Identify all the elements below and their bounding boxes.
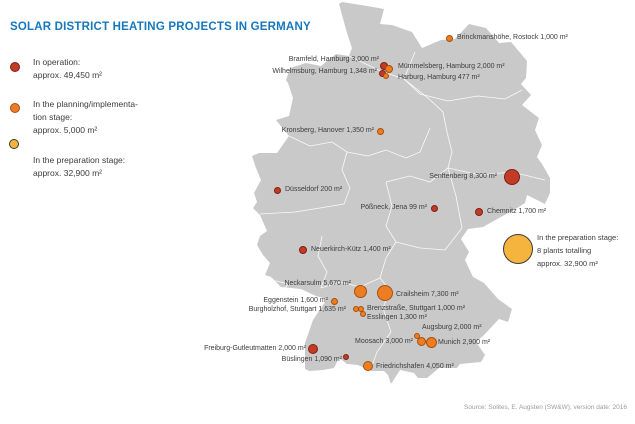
germany-outline [252, 2, 550, 384]
legend-line: In the preparation stage: [33, 155, 126, 165]
map-label-eggenstein: Eggenstein 1,600 m² [263, 297, 328, 304]
map-label-chemnitz: Chemnitz 1,700 m² [487, 208, 547, 215]
map-dot-kronsberg-hanover [376, 127, 384, 135]
map-dot-brinckmanshoehe-rostock [445, 34, 453, 42]
map-label-duesseldorf: Düsseldorf 200 m² [285, 186, 343, 193]
map-label-friedrichshafen: Friedrichshafen 4,050 m² [376, 363, 454, 370]
map-dot-moosach [416, 336, 426, 346]
map-label-moosach: Moosach 3,000 m² [355, 338, 413, 345]
legend-dot-preparation-icon [9, 139, 19, 149]
legend-line: approx. 49,450 m² [33, 70, 102, 80]
map-label-freiburg-gutleutmatten: Freiburg-Gutleutmatten 2,000 m² [204, 345, 306, 352]
legend-line: In operation: [33, 57, 81, 67]
map-label-munich: Munich 2,900 m² [438, 339, 491, 346]
page-title: SOLAR DISTRICT HEATING PROJECTS IN GERMA… [10, 21, 311, 33]
map-dot-neuerkirch-kuetz [299, 246, 307, 254]
map-dot-eggenstein [330, 297, 338, 305]
map-dot-muemmelsberg-hamburg [385, 65, 393, 73]
map-label-neckarsulm: Neckarsulm 5,670 m² [284, 280, 351, 287]
map-dot-freiburg-gutleutmatten [308, 344, 318, 354]
map-dot-duesseldorf [273, 186, 281, 194]
source-credit: Source: Solites, E. Augsten (SW&W); vers… [464, 404, 627, 411]
map-dot-senftenberg [504, 169, 520, 185]
map-dot-buesingen [343, 354, 349, 360]
map-label-neuerkirch-kuetz: Neuerkirch-Kütz 1,400 m² [311, 246, 391, 253]
map-dot-esslingen [360, 311, 366, 317]
map-dot-harburg-hamburg [383, 73, 389, 79]
map-label-brinckmanshoehe-rostock: Brinckmanshöhe, Rostock 1,000 m² [457, 34, 568, 41]
legend-dot-planning-icon [10, 103, 20, 113]
preparation-summary-text: In the preparation stage: 8 plants total… [537, 231, 618, 270]
legend-line: In the planning/implementa- [33, 99, 138, 109]
legend-line: tion stage: [33, 112, 73, 122]
map-label-crailsheim: Crailsheim 7,300 m² [396, 291, 459, 298]
map-label-poessneck-jena: Pößneck, Jena 99 m² [360, 204, 427, 211]
map-label-muemmelsberg-hamburg: Mümmelsberg, Hamburg 2,000 m² [398, 63, 505, 70]
annotation-line: approx. 32,900 m² [537, 259, 598, 268]
legend-item-planning: In the planning/implementa- tion stage: … [33, 98, 138, 137]
map-label-buesingen: Büslingen 1,090 m² [281, 356, 342, 363]
map-label-augsburg: Augsburg 2,000 m² [422, 324, 482, 331]
map-label-kronsberg-hanover: Kronsberg, Hanover 1,350 m² [281, 127, 374, 134]
map-dot-friedrichshafen [363, 361, 373, 371]
legend-line: approx. 5,000 m² [33, 125, 98, 135]
annotation-line: In the preparation stage: [537, 233, 619, 242]
map-label-wilhelmsburg-hamburg: Wilhelmsburg, Hamburg 1,348 m² [272, 68, 377, 75]
preparation-summary-circle [503, 234, 533, 264]
map-dot-chemnitz [475, 208, 483, 216]
map-label-harburg-hamburg: Harburg, Hamburg 477 m² [398, 74, 480, 81]
map-dot-neckarsulm [353, 284, 367, 298]
annotation-line: 8 plants totalling [537, 246, 592, 255]
map-label-senftenberg: Senftenberg 8,300 m² [429, 173, 497, 180]
map-label-burgholzhof-stuttgart: Burgholzhof, Stuttgart 1,635 m² [248, 306, 346, 313]
map-label-bramfeld-hamburg: Bramfeld, Hamburg 3,000 m² [288, 56, 379, 63]
legend-line: approx. 32,900 m² [33, 168, 102, 178]
legend-dot-operation-icon [10, 62, 20, 72]
map-label-esslingen: Esslingen 1,300 m² [367, 314, 427, 321]
map-dot-crailsheim [377, 285, 393, 301]
map-dot-poessneck-jena [430, 204, 438, 212]
legend-item-preparation: In the preparation stage: approx. 32,900… [33, 154, 125, 180]
legend-item-operation: In operation: approx. 49,450 m² [33, 56, 102, 82]
map-label-brenzstrasse-stuttgart: Brenzstraße, Stuttgart 1,000 m² [367, 305, 466, 312]
map-dot-munich [425, 336, 437, 348]
